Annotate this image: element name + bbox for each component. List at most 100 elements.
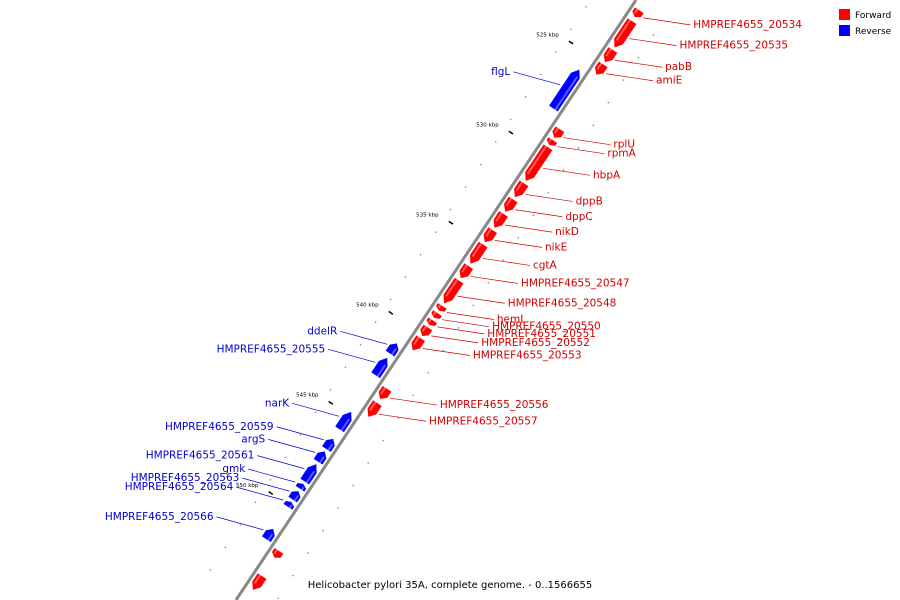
gene-highlight <box>554 76 579 111</box>
guide-dot <box>269 479 272 481</box>
gene-leader-line <box>437 326 485 335</box>
guide-dot <box>585 6 587 8</box>
gene-label: HMPREF4655_20556 <box>440 399 549 411</box>
gene-leader-line <box>248 468 296 483</box>
guide-dot <box>577 146 580 149</box>
gene-arrow <box>594 60 609 76</box>
gene-arrow <box>321 438 336 453</box>
gene-highlight <box>300 486 305 491</box>
guide-dot <box>337 507 340 509</box>
gene-leader-line <box>292 403 340 417</box>
gene-leader-line <box>494 240 543 248</box>
legend-forward-swatch <box>839 9 850 20</box>
gene-highlight <box>461 264 468 273</box>
tick-label: 535 kbp <box>416 213 439 219</box>
gene-highlight <box>327 443 334 452</box>
gene-arrow <box>282 500 295 511</box>
gene-label: hemL <box>497 313 526 325</box>
guide-dot <box>539 73 542 76</box>
guide-dot <box>412 394 415 397</box>
gene-arrows <box>251 6 645 591</box>
dots-layer <box>209 6 655 599</box>
guide-dot <box>622 79 625 81</box>
gene-arrow <box>299 463 318 486</box>
tick-mark <box>388 310 394 315</box>
guide-dot <box>329 388 332 391</box>
gene-highlight <box>615 19 632 41</box>
guide-dot <box>292 574 294 577</box>
gene-label: dppC <box>565 211 592 223</box>
gene-arrow <box>271 547 285 559</box>
gene-arrow <box>261 528 276 543</box>
gene-highlight <box>596 62 603 70</box>
tick-mark <box>448 220 454 225</box>
gene-arrow <box>366 399 383 418</box>
gene-label: HMPREF4655_20535 <box>679 40 788 52</box>
guide-dot <box>314 411 317 414</box>
gene-arrow <box>334 411 353 433</box>
gene-highlight <box>380 386 387 395</box>
guide-dot <box>652 34 655 36</box>
guide-dot <box>209 569 212 571</box>
gene-highlight <box>485 228 492 237</box>
gene-highlight <box>428 318 432 323</box>
guide-dot <box>487 282 490 284</box>
gene-arrow <box>251 572 268 591</box>
gene-arrow <box>287 490 302 504</box>
gene-leader-line <box>615 59 663 68</box>
guide-dot <box>472 304 475 307</box>
gene-label: ddelR <box>307 325 337 337</box>
gene-leader-line <box>328 348 376 363</box>
gene-highlight <box>421 325 428 332</box>
gene-highlight <box>515 181 524 192</box>
gene-arrow <box>425 316 438 327</box>
gene-leader-line <box>525 194 573 202</box>
gene-highlight <box>495 211 503 222</box>
guide-dot <box>524 96 527 98</box>
legend-reverse-label: Reverse <box>855 27 892 37</box>
gene-label: narK <box>265 397 290 409</box>
gene-highlight <box>548 138 552 143</box>
tick-marks: 525 kbp 530 kbp 535 kbp 540 kbp 545 kbp 550 k… <box>236 32 574 496</box>
gene-arrow <box>384 342 400 358</box>
gene-label: HMPREF4655_20555 <box>217 343 326 355</box>
tick-label: 530 kbp <box>476 123 499 129</box>
gene-label: cgtA <box>533 259 558 271</box>
guide-dot <box>284 456 287 459</box>
guide-dot <box>592 124 595 126</box>
gene-leader-line <box>513 71 561 86</box>
gene-highlight <box>633 8 639 14</box>
gene-leader-line <box>340 330 388 345</box>
gene-highlight <box>390 348 397 356</box>
tick-label: 540 kbp <box>356 303 379 309</box>
gene-highlight <box>318 456 325 464</box>
gene-leader-line <box>482 258 530 266</box>
gene-arrow <box>430 309 443 320</box>
gene-leader-line <box>378 413 427 422</box>
guide-dot <box>457 327 460 329</box>
gene-arrow <box>377 385 393 400</box>
gene-label: flgL <box>491 66 510 78</box>
gene-leader-line <box>563 137 611 146</box>
gene-label: nikD <box>555 226 579 238</box>
gene-arrow <box>545 136 558 147</box>
guide-dot <box>517 237 520 239</box>
guide-dot <box>277 597 279 599</box>
gene-leader-line <box>257 455 305 469</box>
gene-leader-line <box>470 276 518 284</box>
gene-label: amiE <box>656 75 682 87</box>
tick-label: 550 kbp <box>236 483 259 489</box>
gene-label: HMPREF4655_20559 <box>165 421 274 433</box>
gene-label: HMPREF4655_20548 <box>508 297 617 309</box>
guide-dot <box>389 298 392 301</box>
gene-label: hbpA <box>593 169 621 181</box>
gene-arrow <box>482 226 498 243</box>
gene-highlight <box>340 418 350 432</box>
gene-arrow <box>551 125 566 139</box>
gene-highlight <box>253 574 262 584</box>
legend-forward-label: Forward <box>855 11 891 21</box>
guide-dot <box>374 321 377 324</box>
gene-arrow <box>458 262 474 279</box>
gene-leader-line <box>515 209 563 218</box>
